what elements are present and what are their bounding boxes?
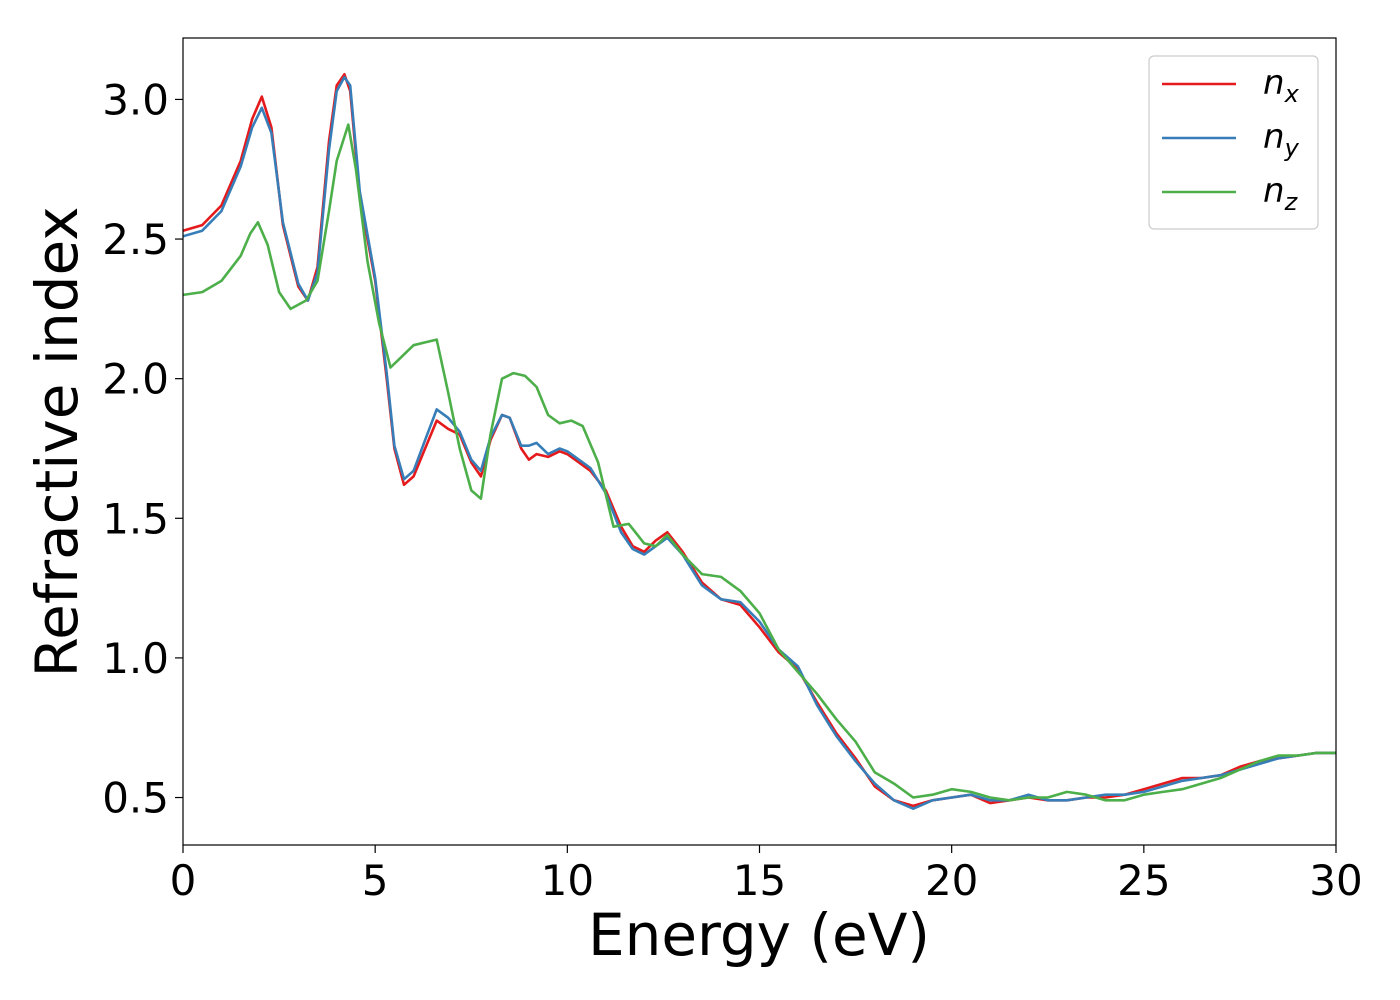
x-tick-label: 0: [170, 856, 197, 905]
y-tick-label: 2.5: [102, 215, 169, 264]
legend-label-y: ny: [1263, 117, 1300, 162]
x-tick-label: 5: [362, 856, 389, 905]
y-tick-label: 0.5: [102, 774, 169, 823]
series-line-y: [183, 75, 1336, 810]
y-tick-label: 1.0: [102, 634, 169, 683]
x-tick-label: 10: [541, 856, 594, 905]
legend-label-x: nx: [1263, 63, 1300, 108]
y-axis-title: Refractive index: [23, 206, 91, 677]
legend-label-z: nz: [1263, 171, 1299, 216]
y-axis: 0.5 1.0 1.5 2.0 2.5 3.0: [102, 75, 183, 823]
series-layer: [183, 73, 1336, 810]
y-tick-label: 1.5: [102, 494, 169, 543]
legend-box: [1148, 55, 1319, 230]
x-tick-label: 20: [925, 856, 978, 905]
x-axis-title: Energy (eV): [588, 901, 930, 969]
x-tick-label: 25: [1117, 856, 1170, 905]
y-tick-label: 3.0: [102, 75, 169, 124]
legend: nx ny nz: [1148, 55, 1319, 230]
series-line-z: [183, 123, 1336, 802]
x-tick-label: 15: [733, 856, 786, 905]
y-tick-label: 2.0: [102, 355, 169, 404]
x-axis: 0 5 10 15 20 25 30: [170, 845, 1363, 905]
x-tick-label: 30: [1309, 856, 1362, 905]
